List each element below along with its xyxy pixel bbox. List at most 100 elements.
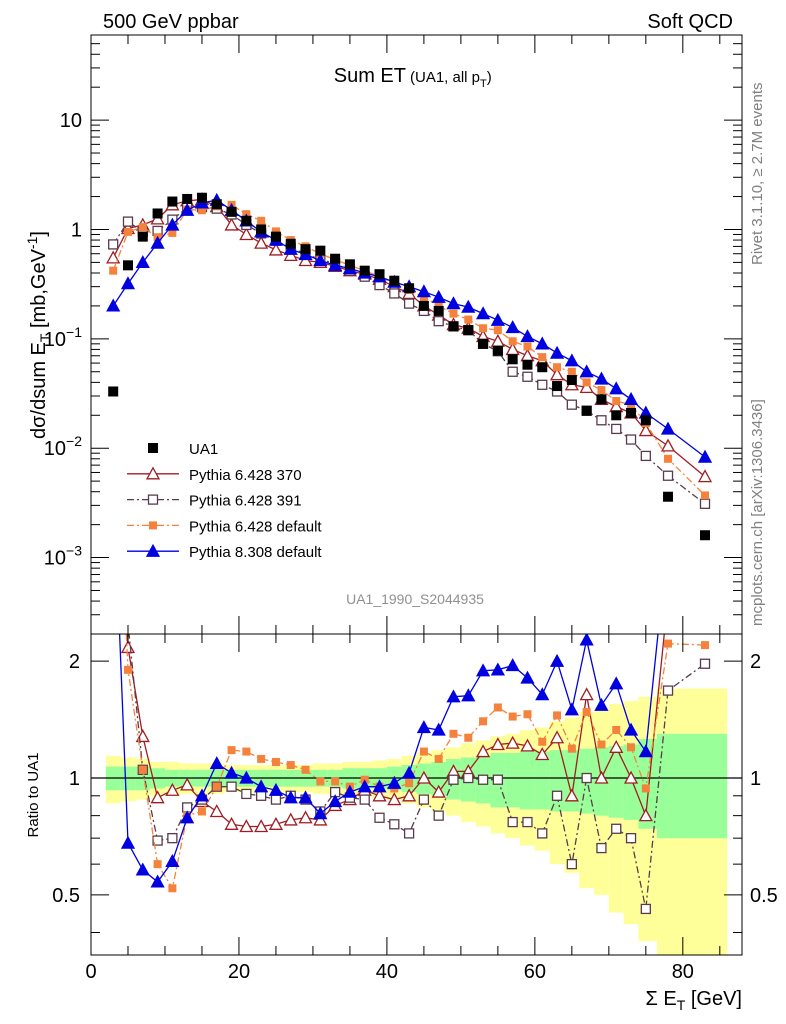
ua1-data-point [552, 381, 563, 392]
series-2-point [662, 470, 674, 481]
series-4-ratio-point [120, 835, 136, 849]
series-2-ratio-point [255, 790, 267, 801]
series-2-ratio-point [389, 819, 400, 830]
series-4-ratio-point [342, 784, 358, 798]
series-1-point [106, 250, 121, 264]
series-4-point [431, 289, 446, 303]
series-3-ratio-point [641, 784, 650, 793]
series-1-ratio-point [594, 770, 609, 784]
ratio-panel: 0.5 0.5 1 1 2 2 0 20 40 60 80 Ratio to UA1 Σ ET [… [25, 633, 778, 1013]
series-4-point [446, 296, 461, 310]
series-1-ratio-point [268, 816, 284, 830]
ua1-data-point [270, 231, 281, 242]
series-3-point [434, 301, 443, 310]
series-4-point [106, 298, 121, 312]
series-4-ratio-point [135, 862, 150, 876]
ua1-data-point [596, 394, 607, 405]
ua1-data-point [663, 491, 674, 502]
ua1-data-point [300, 244, 311, 255]
ua1-data-point [492, 345, 503, 356]
series-2-ratio-point [522, 816, 533, 828]
series-4-ratio-point [239, 770, 254, 784]
series-4-ratio-point [180, 810, 195, 824]
series-3-ratio-point [286, 761, 295, 770]
series-4-ratio-point [579, 634, 594, 646]
ratio-y-axis: 0.5 0.5 1 1 2 2 [52, 651, 778, 933]
main-series-group [106, 192, 713, 541]
series-4-ratio-point [150, 874, 165, 888]
series-3-ratio-point [212, 782, 221, 791]
ua1-data-point [374, 269, 385, 280]
ratio-y-tick-label-left: 1 [69, 768, 80, 790]
series-3-point [449, 309, 458, 318]
series-1-ratio-point [520, 738, 535, 752]
ua1-data-point [566, 375, 577, 386]
ua1-data-point [359, 265, 370, 276]
y-axis-label: dσ/dsum ET [mb,GeV-1] [24, 231, 53, 439]
series-3-ratio-point [523, 710, 532, 719]
series-1-ratio-point [505, 735, 520, 749]
ratio-band-inner [656, 733, 687, 839]
series-3-ratio-point [553, 711, 562, 720]
series-3-point [582, 378, 591, 387]
series-3-ratio-point [123, 665, 132, 674]
series-1-point [579, 379, 594, 394]
series-4-ratio-point [505, 658, 520, 672]
series-3-point [271, 227, 280, 236]
series-2-ratio-point [507, 816, 518, 828]
series-1-ratio-point [609, 739, 624, 753]
series-1-ratio-point [579, 687, 594, 701]
ua1-data-point [389, 275, 400, 286]
legend-marker [145, 543, 161, 557]
series-1-point [239, 227, 254, 241]
legend-label: Pythia 8.308 default [189, 544, 322, 561]
series-4-ratio-point [268, 782, 284, 796]
legend-marker [148, 443, 158, 453]
series-3-ratio-point [257, 754, 266, 763]
ua1-data-point [256, 224, 267, 235]
y-tick-label: 1 [71, 219, 82, 241]
ua1-data-point [478, 338, 489, 349]
series-3-point [123, 227, 132, 236]
series-3-point [597, 386, 606, 395]
series-4-point [150, 235, 165, 249]
series-4-ratio-point [387, 775, 402, 789]
series-1-point [490, 333, 505, 347]
series-4-point [475, 306, 491, 320]
x-axis-label: Σ ET [GeV] [645, 988, 742, 1013]
series-4-ratio-point [490, 662, 505, 676]
series-1-ratio-point [549, 730, 565, 744]
series-4-point [505, 320, 520, 334]
series-1-ratio-point [150, 790, 165, 804]
series-4-point [609, 381, 624, 395]
series-4-point [461, 299, 476, 313]
series-3-point [168, 228, 177, 237]
series-4-point [313, 253, 328, 267]
series-3-line [112, 204, 706, 496]
series-4-ratio-point [209, 756, 224, 770]
series-3-ratio-point [493, 703, 502, 712]
x-tick-label: 60 [524, 961, 546, 983]
series-1-ratio-point [638, 808, 653, 822]
series-2-ratio-point [662, 685, 674, 696]
series-3-ratio-point [479, 717, 488, 726]
series-1-ratio-point [535, 747, 550, 761]
x-tick-label: 40 [376, 961, 398, 983]
series-3-ratio-point [316, 777, 325, 786]
series-2-ratio-point [551, 790, 563, 801]
series-4-ratio-point [313, 806, 328, 820]
series-1-ratio-point [431, 784, 446, 798]
series-3-point [493, 326, 502, 335]
header-left-label: 500 GeV ppbar [103, 11, 239, 33]
series-2-ratio-point [566, 858, 578, 870]
series-1-point [254, 235, 269, 249]
ua1-data-point [167, 196, 178, 207]
series-4-point [416, 284, 431, 298]
series-1-point [549, 367, 565, 381]
ratio-band-inner [520, 751, 535, 810]
series-4-point [579, 364, 594, 378]
series-4-ratio-point [609, 676, 624, 690]
series-4-point [535, 336, 550, 350]
series-1-ratio-point [402, 788, 417, 802]
